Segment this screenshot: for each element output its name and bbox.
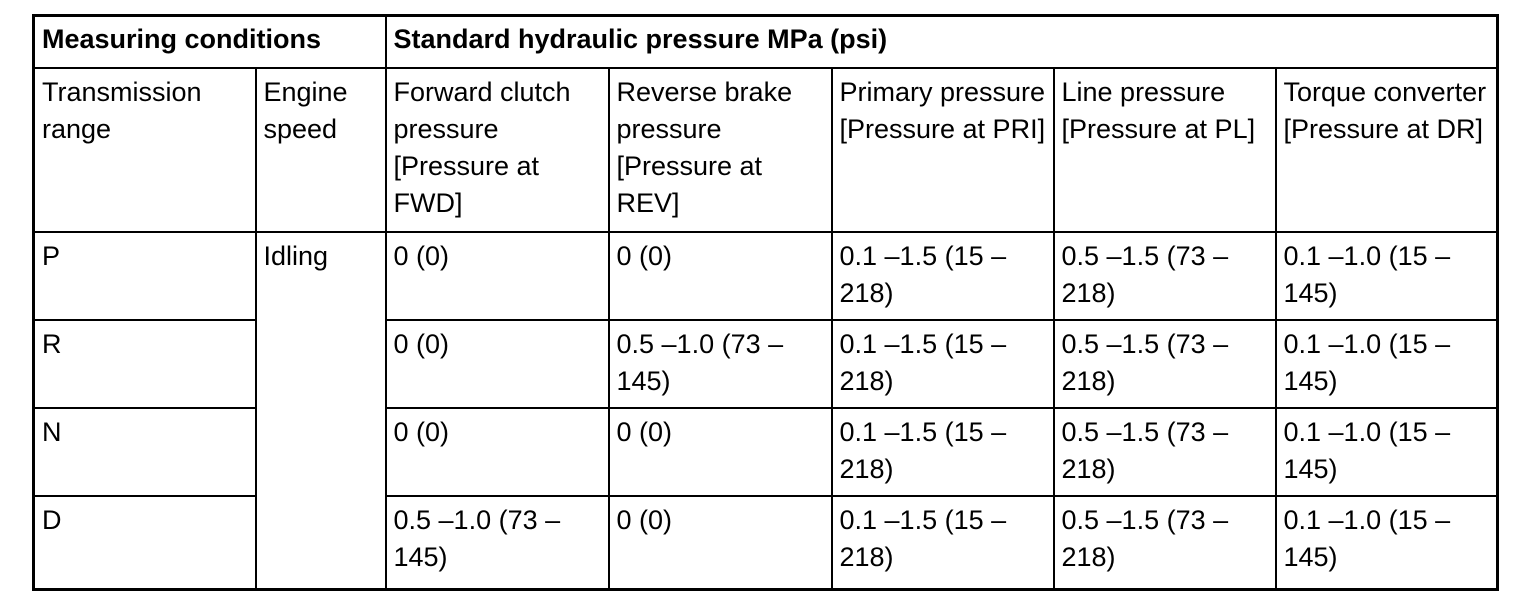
column-header-row: Transmission range Engine speed Forward … [32,66,1499,233]
table-row-n: N 0 (0) 0 (0) 0.1 –1.5 (15 – 218) 0.5 –1… [32,406,1499,497]
value-cell-line-p: 0.5 –1.5 (73 – 218) [1052,230,1277,321]
value-cell-torque-n: 0.1 –1.0 (15 – 145) [1274,406,1499,497]
value-cell-reverse-brake-p: 0 (0) [607,230,833,321]
col-header-reverse-brake: Reverse brake pressure [Pressure at REV] [607,66,833,233]
value-cell-primary-d: 0.1 –1.5 (15 – 218) [830,494,1055,591]
value-cell-primary-p: 0.1 –1.5 (15 – 218) [830,230,1055,321]
col-header-torque-converter: Torque converter [Pressure at DR] [1274,66,1499,233]
range-cell-p: P [32,230,257,321]
value-cell-forward-clutch-d: 0.5 –1.0 (73 – 145) [384,494,610,591]
header-standard-pressure: Standard hydraulic pressure MPa (psi) [384,14,1499,69]
value-cell-forward-clutch-n: 0 (0) [384,406,610,497]
table-row-r: R 0 (0) 0.5 –1.0 (73 – 145) 0.1 –1.5 (15… [32,318,1499,409]
value-cell-torque-p: 0.1 –1.0 (15 – 145) [1274,230,1499,321]
col-header-primary-pressure: Primary pressure [Pressure at PRI] [830,66,1055,233]
table-row-p: P Idling 0 (0) 0 (0) 0.1 –1.5 (15 – 218)… [32,230,1499,591]
table-title-row: Measuring conditions Standard hydraulic … [32,14,1499,69]
engine-speed-cell: Idling [254,230,387,591]
value-cell-line-n: 0.5 –1.5 (73 – 218) [1052,406,1277,497]
value-cell-line-r: 0.5 –1.5 (73 – 218) [1052,318,1277,409]
hydraulic-pressure-table: Measuring conditions Standard hydraulic … [32,14,1499,591]
header-measuring-conditions: Measuring conditions [32,14,387,69]
col-header-line-pressure: Line pressure [Pressure at PL] [1052,66,1277,233]
range-cell-d: D [32,494,257,591]
value-cell-primary-r: 0.1 –1.5 (15 – 218) [830,318,1055,409]
col-header-engine-speed: Engine speed [254,66,387,233]
value-cell-reverse-brake-n: 0 (0) [607,406,833,497]
col-header-transmission-range: Transmission range [32,66,257,233]
value-cell-torque-r: 0.1 –1.0 (15 – 145) [1274,318,1499,409]
value-cell-forward-clutch-p: 0 (0) [384,230,610,321]
range-cell-r: R [32,318,257,409]
value-cell-line-d: 0.5 –1.5 (73 – 218) [1052,494,1277,591]
value-cell-torque-d: 0.1 –1.0 (15 – 145) [1274,494,1499,591]
range-cell-n: N [32,406,257,497]
table-row-d: D 0.5 –1.0 (73 – 145) 0 (0) 0.1 –1.5 (15… [32,494,1499,591]
value-cell-reverse-brake-d: 0 (0) [607,494,833,591]
value-cell-primary-n: 0.1 –1.5 (15 – 218) [830,406,1055,497]
value-cell-forward-clutch-r: 0 (0) [384,318,610,409]
value-cell-reverse-brake-r: 0.5 –1.0 (73 – 145) [607,318,833,409]
col-header-forward-clutch: Forward clutch pressure [Pressure at FWD… [384,66,610,233]
